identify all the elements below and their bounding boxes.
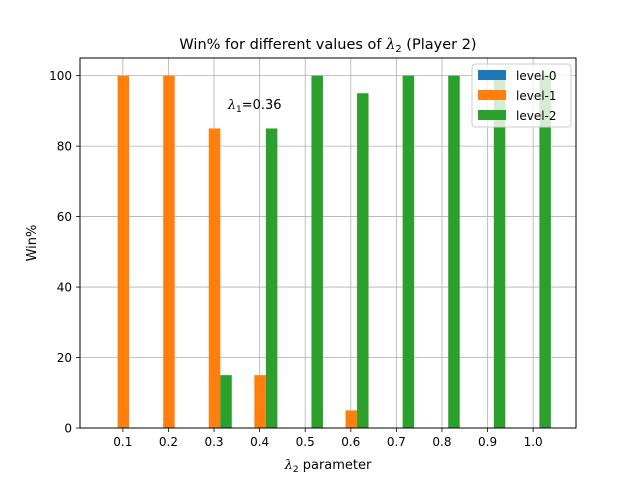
x-tick-label: 0.2 [159, 435, 178, 449]
x-tick-label: 0.9 [478, 435, 497, 449]
x-tick-label: 0.1 [113, 435, 132, 449]
legend-label-level-2: level-2 [516, 109, 557, 123]
y-tick-label: 40 [57, 281, 72, 295]
bar-level-2-0.9 [493, 75, 506, 428]
bar-level-1-0.3 [208, 128, 221, 428]
lambda1-annotation: λ1=0.36 [227, 98, 282, 115]
y-tick-label: 60 [57, 210, 72, 224]
bar-level-2-0.6 [357, 93, 369, 428]
plot-frame [79, 57, 577, 429]
y-tick-label: 20 [57, 351, 72, 365]
bar-level-1-0.4 [254, 375, 266, 428]
bar-level-2-0.3 [220, 375, 232, 428]
x-tick-label: 1.0 [524, 435, 543, 449]
x-tick-label: 0.3 [204, 435, 223, 449]
bar-level-2-0.5 [311, 75, 323, 428]
y-tick-label: 80 [57, 140, 72, 154]
legend-label-level-1: level-1 [516, 89, 557, 103]
x-tick-label: 0.8 [432, 435, 451, 449]
y-ticks: 0 20 40 60 80 100 [49, 69, 80, 436]
bar-level-2-0.8 [448, 75, 460, 428]
x-tick-label: 0.7 [387, 435, 406, 449]
bar-level-2-1.0 [539, 75, 551, 428]
bar-level-2-0.7 [402, 75, 415, 428]
x-axis-label: λ2 parameter [284, 458, 372, 475]
bar-level-2-0.4 [265, 128, 278, 428]
legend: level-0 level-1 level-2 [471, 63, 572, 128]
bars [117, 75, 551, 428]
legend-swatch-level-0 [478, 70, 506, 80]
x-tick-label: 0.6 [341, 435, 360, 449]
y-tick-label: 0 [64, 422, 72, 436]
y-axis-label: Win% [25, 225, 40, 262]
x-tick-label: 0.4 [250, 435, 269, 449]
bar-level-1-0.1 [117, 75, 130, 428]
bar-level-1-0.2 [163, 75, 175, 428]
x-tick-label: 0.5 [296, 435, 315, 449]
legend-swatch-level-2 [478, 110, 506, 120]
bar-level-1-0.6 [345, 410, 358, 428]
legend-label-level-0: level-0 [516, 69, 557, 83]
y-tick-label: 100 [49, 69, 72, 83]
x-ticks: 0.1 0.2 0.3 0.4 0.5 0.6 0.7 0.8 0.9 1.0 [113, 428, 543, 449]
chart-title: Win% for different values of λ2 (Player … [179, 37, 476, 55]
legend-swatch-level-1 [478, 90, 506, 100]
